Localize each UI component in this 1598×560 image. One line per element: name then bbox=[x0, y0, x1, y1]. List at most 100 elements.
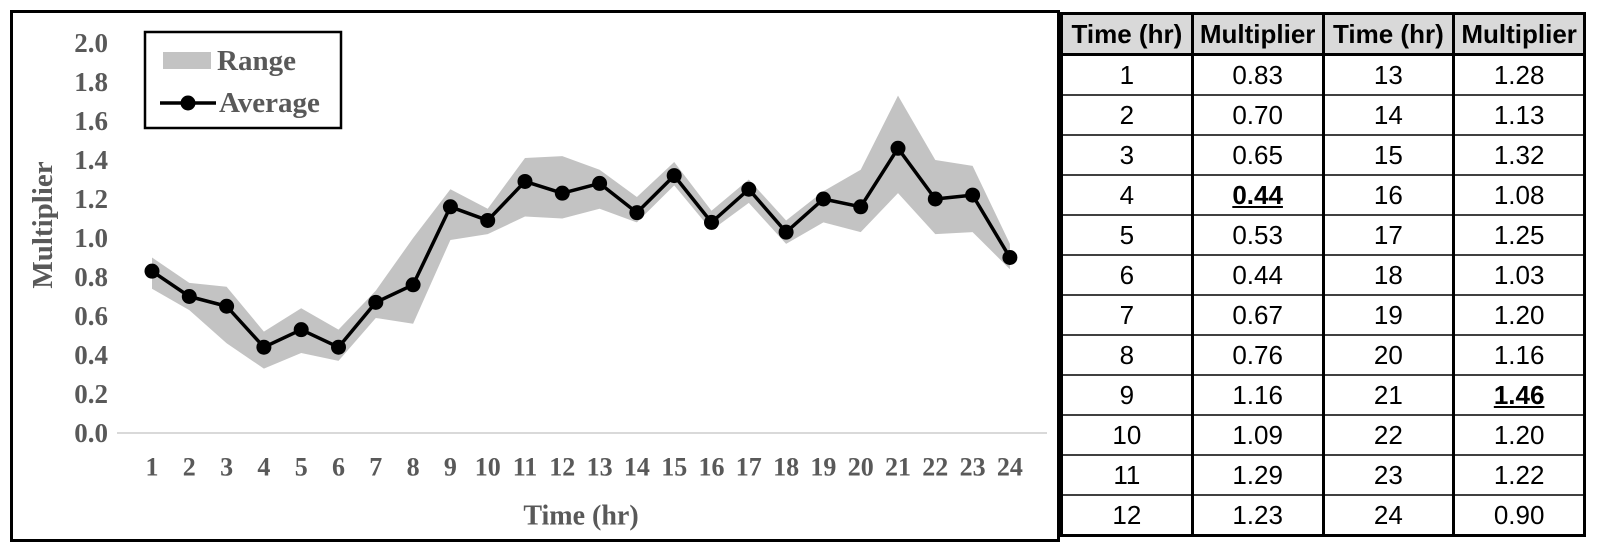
table-cell-multiplier: 0.67 bbox=[1190, 294, 1325, 336]
data-point-13 bbox=[592, 175, 608, 191]
table-row: 6 0.44 18 1.03 bbox=[1060, 254, 1586, 296]
multiplier-chart: 0.00.20.40.60.81.01.21.41.61.82.01 2 3 4 5 6 7… bbox=[27, 28, 1047, 532]
table-body: 1 0.83 13 1.28 2 0.70 14 1.13 3 0.65 15 1.32 4 0.44 16… bbox=[1060, 53, 1586, 537]
data-point-2 bbox=[181, 289, 197, 304]
x-tick-label: 15 bbox=[661, 453, 687, 482]
table-row: 2 0.70 14 1.13 bbox=[1060, 94, 1586, 136]
table-cell-time: 3 bbox=[1060, 134, 1194, 176]
table-cell-time: 24 bbox=[1321, 494, 1456, 537]
table-cell-multiplier: 0.44 bbox=[1190, 254, 1325, 296]
x-tick-label: 12 bbox=[549, 453, 575, 482]
data-point-5 bbox=[293, 322, 309, 338]
x-tick-label: 7 bbox=[369, 453, 382, 482]
x-tick-label: 19 bbox=[810, 453, 836, 482]
table-cell-multiplier: 1.23 bbox=[1190, 494, 1325, 537]
data-point-8 bbox=[405, 277, 421, 293]
data-point-24 bbox=[1002, 250, 1018, 265]
x-tick-label: 4 bbox=[257, 453, 270, 482]
table-row: 8 0.76 20 1.16 bbox=[1060, 334, 1586, 376]
table-cell-time: 13 bbox=[1321, 53, 1456, 96]
table-cell-multiplier: 1.25 bbox=[1452, 214, 1586, 256]
table-col-header-time: Time (hr) bbox=[1321, 12, 1456, 56]
table-cell-multiplier: 0.76 bbox=[1190, 334, 1325, 376]
table-cell-multiplier: 1.13 bbox=[1452, 94, 1586, 136]
table-cell-multiplier: 1.03 bbox=[1452, 254, 1586, 296]
data-point-23 bbox=[965, 187, 981, 203]
table-cell-multiplier: 1.16 bbox=[1190, 374, 1325, 416]
data-point-14 bbox=[629, 205, 645, 221]
table-cell-time: 4 bbox=[1060, 174, 1194, 216]
data-point-18 bbox=[778, 224, 794, 240]
x-tick-label: 5 bbox=[295, 453, 308, 482]
x-tick-label: 2 bbox=[183, 453, 196, 482]
table-cell-multiplier: 0.83 bbox=[1190, 53, 1325, 96]
x-axis-title: Time (hr) bbox=[523, 501, 638, 532]
table-cell-time: 10 bbox=[1060, 414, 1194, 456]
x-tick-label: 23 bbox=[960, 453, 986, 482]
x-tick-label: 13 bbox=[587, 453, 613, 482]
table-row: 3 0.65 15 1.32 bbox=[1060, 134, 1586, 176]
table-row: 5 0.53 17 1.25 bbox=[1060, 214, 1586, 256]
legend-range-label: Range bbox=[217, 45, 296, 77]
x-tick-label: 14 bbox=[624, 453, 650, 482]
x-tick-label: 6 bbox=[332, 453, 345, 482]
x-tick-label: 9 bbox=[444, 453, 457, 482]
data-point-11 bbox=[517, 173, 533, 189]
table-cell-multiplier: 1.16 bbox=[1452, 334, 1586, 376]
x-tick-label: 8 bbox=[407, 453, 420, 482]
y-tick-label: 2.0 bbox=[74, 28, 108, 58]
table-cell-time: 20 bbox=[1321, 334, 1456, 376]
table-cell-multiplier: 0.44 bbox=[1190, 174, 1325, 216]
table-header-row: Time (hr) Multiplier Time (hr) Multiplier bbox=[1060, 12, 1586, 56]
table-row: 10 1.09 22 1.20 bbox=[1060, 414, 1586, 456]
table-cell-time: 19 bbox=[1321, 294, 1456, 336]
table-col-header-multiplier: Multiplier bbox=[1452, 12, 1586, 56]
table-cell-multiplier: 0.65 bbox=[1190, 134, 1325, 176]
table-col-header-multiplier: Multiplier bbox=[1190, 12, 1325, 56]
x-tick-label: 3 bbox=[220, 453, 233, 482]
table-row: 1 0.83 13 1.28 bbox=[1060, 53, 1586, 96]
legend-average-label: Average bbox=[219, 87, 320, 119]
x-tick-label: 22 bbox=[922, 453, 948, 482]
table-cell-multiplier: 1.22 bbox=[1452, 454, 1586, 496]
y-tick-label: 0.6 bbox=[74, 301, 108, 331]
table-row: 9 1.16 21 1.46 bbox=[1060, 374, 1586, 416]
table-row: 4 0.44 16 1.08 bbox=[1060, 174, 1586, 216]
table-cell-time: 6 bbox=[1060, 254, 1194, 296]
table-header: Time (hr) Multiplier Time (hr) Multiplier bbox=[1060, 12, 1586, 56]
data-point-17 bbox=[741, 181, 757, 197]
table-row: 12 1.23 24 0.90 bbox=[1060, 494, 1586, 537]
table-cell-multiplier: 1.20 bbox=[1452, 414, 1586, 456]
x-tick-label: 18 bbox=[773, 453, 799, 482]
x-tick-label: 11 bbox=[513, 453, 538, 482]
table-cell-time: 9 bbox=[1060, 374, 1194, 416]
data-point-1 bbox=[144, 263, 160, 279]
x-tick-label: 20 bbox=[848, 453, 874, 482]
data-point-4 bbox=[256, 339, 272, 355]
table-cell-multiplier: 0.90 bbox=[1452, 494, 1586, 537]
table-cell-multiplier: 1.09 bbox=[1190, 414, 1325, 456]
table-cell-time: 15 bbox=[1321, 134, 1456, 176]
y-tick-label: 1.8 bbox=[74, 67, 108, 97]
range-band bbox=[152, 95, 1010, 369]
table-cell-multiplier: 1.46 bbox=[1452, 374, 1586, 416]
table-cell-multiplier: 1.08 bbox=[1452, 174, 1586, 216]
table-cell-time: 18 bbox=[1321, 254, 1456, 296]
table-cell-multiplier: 1.29 bbox=[1190, 454, 1325, 496]
table-cell-time: 1 bbox=[1060, 53, 1194, 96]
data-point-10 bbox=[480, 212, 496, 228]
data-point-9 bbox=[442, 199, 458, 215]
table-cell-time: 5 bbox=[1060, 214, 1194, 256]
x-tick-label: 17 bbox=[736, 453, 762, 482]
y-tick-label: 1.4 bbox=[74, 145, 108, 175]
legend-range-swatch bbox=[163, 52, 211, 69]
x-tick-label: 24 bbox=[997, 453, 1023, 482]
table-cell-time: 11 bbox=[1060, 454, 1194, 496]
table-row: 7 0.67 19 1.20 bbox=[1060, 294, 1586, 336]
table-cell-multiplier: 0.53 bbox=[1190, 214, 1325, 256]
data-point-3 bbox=[219, 298, 235, 314]
table-col-header-time: Time (hr) bbox=[1060, 12, 1194, 56]
table-cell-multiplier: 1.20 bbox=[1452, 294, 1586, 336]
x-tick-label: 16 bbox=[699, 453, 725, 482]
